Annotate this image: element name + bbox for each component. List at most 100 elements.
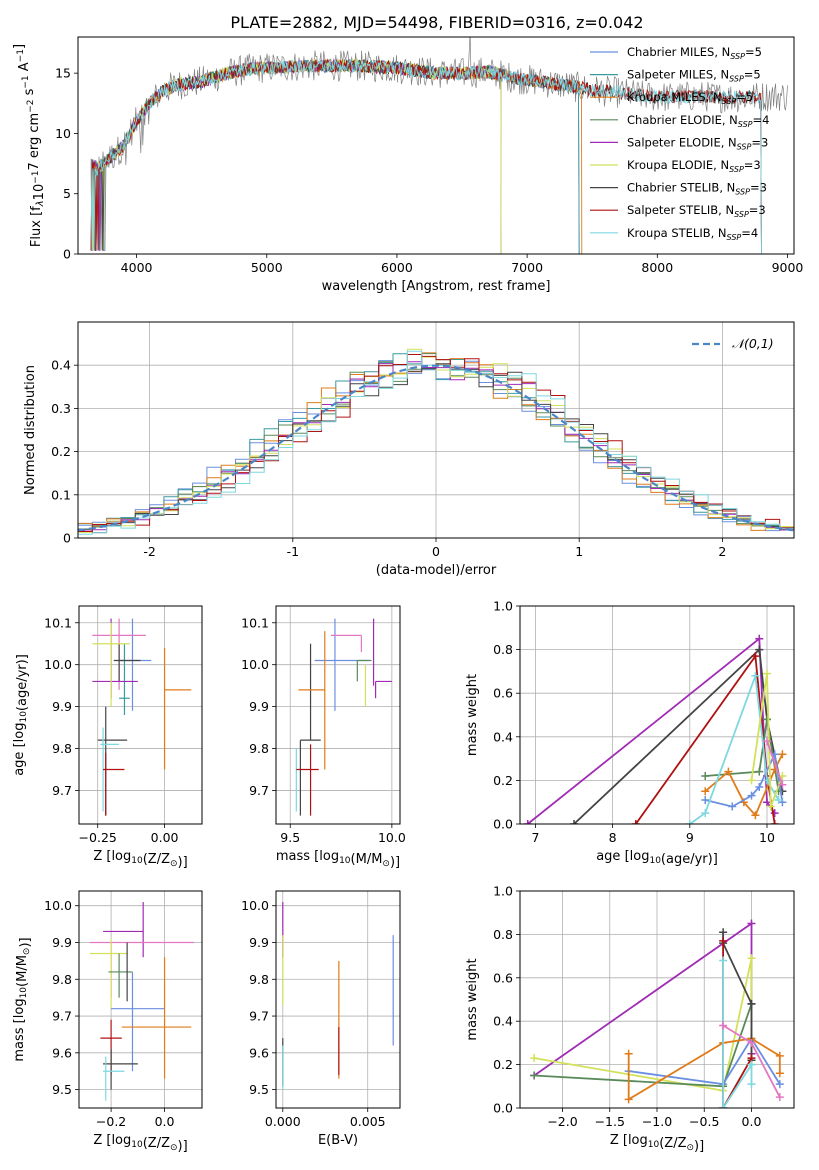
y-tick-label: 9.6 (249, 1045, 269, 1060)
weight-marker (624, 1095, 633, 1104)
x-axis-label: mass [log10(M/M⊙)] (276, 849, 400, 870)
weight-line (704, 751, 784, 808)
y-tick-label: 5 (63, 186, 71, 201)
weight-marker (728, 802, 737, 811)
x-tick-label: 10 (759, 830, 775, 845)
weight-marker (770, 809, 779, 818)
x-tick-label: 9 (686, 830, 694, 845)
weight-marker (570, 820, 579, 824)
weight-marker (775, 1080, 784, 1089)
weight-marker (755, 645, 764, 654)
x-axis-label: wavelength [Angstrom, rest frame] (322, 279, 551, 294)
x-axis-label: Z [log10(Z/Z⊙)] (93, 1133, 187, 1154)
y-tick-label: 0 (63, 531, 71, 546)
x-tick-label: -1 (287, 544, 299, 559)
mass-vs-ebv-panel: 0.000 0.005 9.5 9.6 9.7 9.8 9.9 10.0 E(B-V) (241, 890, 401, 1148)
axes-frame (78, 890, 203, 1109)
x-tick-label: 1 (575, 544, 583, 559)
weight-line (628, 1036, 781, 1086)
y-tick-label: 9.8 (52, 741, 72, 756)
x-tick-label: 7 (531, 830, 539, 845)
y-tick-label: 10.0 (44, 657, 72, 672)
y-tick-label: 9.7 (52, 783, 72, 798)
age-vs-metallicity-panel: −0.25 0.00 9.7 9.8 9.9 10.0 10.1 Z [log10(Z/Z⊙)… (12, 605, 203, 870)
x-tick-label: 0 (432, 544, 440, 559)
weight-marker (747, 791, 756, 800)
weight-marker (701, 796, 710, 805)
weight-marker (751, 811, 760, 820)
weight-line (533, 921, 753, 1077)
weight-marker (762, 798, 771, 807)
residual-histogram (78, 353, 794, 528)
weight-marker (747, 919, 756, 928)
y-tick-label: 9.7 (249, 783, 269, 798)
x-tick-label: 2 (718, 544, 726, 559)
y-tick-label: 10.1 (44, 615, 72, 630)
errorbars (295, 618, 392, 816)
x-tick-label: 6000 (381, 260, 413, 275)
y-tick-label: 0 (63, 247, 71, 262)
y-tick-label: 0.4 (493, 729, 513, 744)
y-tick-label: 0.2 (493, 773, 513, 788)
weight-marker (775, 1051, 784, 1060)
x-tick-label: 0.0 (742, 1114, 762, 1129)
x-tick-label: 9000 (772, 260, 804, 275)
weight-marker (724, 767, 733, 776)
weight-line (527, 636, 776, 824)
weight-marker (755, 634, 764, 643)
x-tick-label: −1.5 (595, 1114, 625, 1129)
legend-label: Chabrier ELODIE, NSSP=4 (627, 113, 769, 129)
y-tick-label: 9.9 (249, 935, 269, 950)
x-tick-label: 9.5 (280, 830, 300, 845)
residuals-panel: -2 -1 0 1 2 0 0.1 0.2 0.3 0.4 (data-model)/error No… (23, 321, 795, 578)
model-line (91, 57, 502, 254)
y-tick-label: 9.9 (249, 699, 269, 714)
weight-line (722, 960, 753, 1108)
weight-marker (755, 767, 764, 776)
y-tick-label: 9.9 (52, 935, 72, 950)
axes-frame (519, 605, 795, 825)
mass-weight-vs-age-panel: 7 8 9 10 0.0 0.2 0.4 0.6 0.8 1.0 age [log10(age/yr… (465, 599, 795, 867)
weight-marker (685, 820, 694, 824)
weight-marker (762, 669, 771, 678)
weight-marker (778, 750, 787, 759)
weight-marker (755, 782, 764, 791)
x-axis-label: (data-model)/error (376, 563, 497, 578)
legend-label: Salpeter STELIB, NSSP=3 (627, 203, 766, 219)
legend-label: Salpeter MILES, NSSP=5 (627, 68, 761, 84)
x-tick-label: 0.0 (155, 1114, 175, 1129)
x-tick-label: -2 (143, 544, 155, 559)
x-tick-label: −0.5 (689, 1114, 719, 1129)
weight-marker (719, 1104, 728, 1108)
figure-title: PLATE=2882, MJD=54498, FIBERID=0316, z=0… (230, 13, 643, 32)
y-tick-label: 9.8 (52, 972, 72, 987)
y-tick-label: 0.3 (51, 401, 71, 416)
weight-marker (770, 820, 779, 824)
y-tick-label: 9.6 (52, 1045, 72, 1060)
errorbars (89, 902, 194, 1101)
legend-label: Chabrier MILES, NSSP=5 (627, 45, 762, 61)
weight-marker (747, 999, 756, 1008)
x-tick-label: 5000 (251, 260, 283, 275)
y-tick-label: 1.0 (493, 884, 513, 899)
weight-marker (719, 928, 728, 937)
weight-marker (530, 1071, 539, 1080)
y-tick-label: 9.8 (249, 972, 269, 987)
histogram-lines (78, 348, 794, 535)
weight-marker (778, 780, 787, 789)
x-tick-label: 0.000 (265, 1114, 301, 1129)
weight-marker (762, 737, 771, 746)
weight-marker (747, 954, 756, 963)
weight-marker (762, 715, 771, 724)
y-axis-label: Normed distribution (23, 365, 38, 495)
weight-marker (751, 652, 760, 661)
x-tick-label: −1.0 (642, 1114, 672, 1129)
legend-label: Salpeter ELODIE, NSSP=3 (627, 135, 768, 151)
y-tick-label: 10.0 (241, 657, 269, 672)
axes-frame (78, 605, 203, 825)
weight-marker (747, 1060, 756, 1069)
x-tick-label: 8 (609, 830, 617, 845)
weight-marker (719, 936, 728, 945)
y-axis-label: Flux [fλ10−17 erg cm−2 s−1 A−1] (12, 44, 47, 247)
